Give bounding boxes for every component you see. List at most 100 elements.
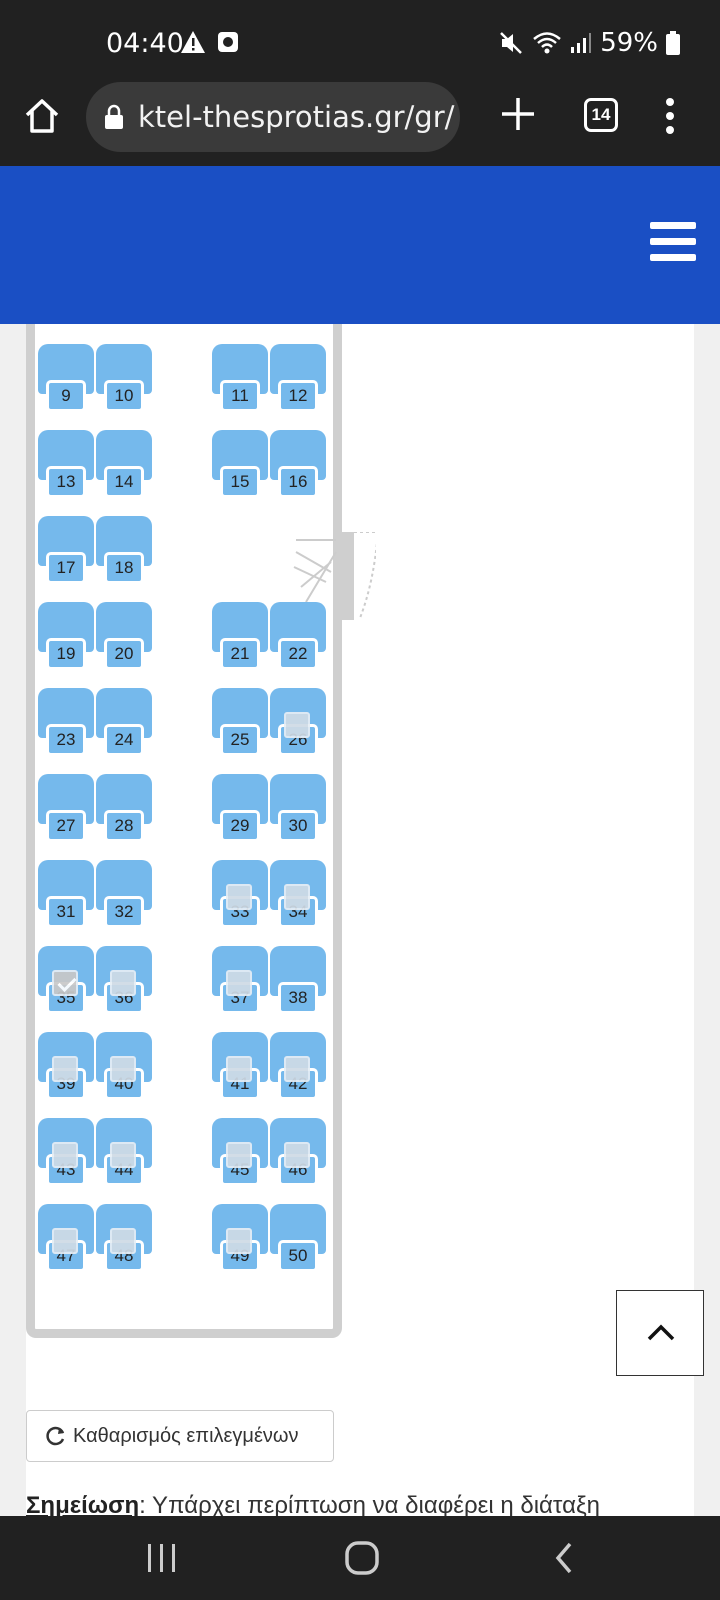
seat-25[interactable]: 25 [212, 688, 268, 760]
seat-8[interactable]: 8 [270, 324, 326, 330]
seat-29[interactable]: 29 [212, 774, 268, 846]
seat-number: 16 [278, 466, 318, 498]
seat-27[interactable]: 27 [38, 774, 94, 846]
seat-34[interactable]: 34 [270, 860, 326, 932]
seat-checkbox[interactable] [52, 1228, 78, 1254]
lock-icon [105, 104, 123, 129]
seat-number: 19 [46, 638, 86, 670]
seat-36[interactable]: 36 [96, 946, 152, 1018]
seat-14[interactable]: 14 [96, 430, 152, 502]
seat-10[interactable]: 10 [96, 344, 152, 416]
seat-47[interactable]: 47 [38, 1204, 94, 1276]
seat-number: 21 [220, 638, 260, 670]
seat-35[interactable]: 35 [38, 946, 94, 1018]
seat-number: 5 [46, 324, 86, 326]
seat-number: 6 [104, 324, 144, 326]
warning-icon [181, 31, 205, 53]
seat-19[interactable]: 19 [38, 602, 94, 674]
seat-number: 29 [220, 810, 260, 842]
seat-number: 50 [278, 1240, 318, 1272]
seat-number: 15 [220, 466, 260, 498]
seat-5[interactable]: 5 [38, 324, 94, 330]
seat-12[interactable]: 12 [270, 344, 326, 416]
seat-37[interactable]: 37 [212, 946, 268, 1018]
seat-number: 38 [278, 982, 318, 1014]
seat-checkbox[interactable] [110, 1142, 136, 1168]
seat-7[interactable]: 7 [212, 324, 268, 330]
chevron-up-icon [647, 1324, 675, 1341]
seat-39[interactable]: 39 [38, 1032, 94, 1104]
seat-48[interactable]: 48 [96, 1204, 152, 1276]
recent-apps-icon[interactable] [142, 1538, 182, 1578]
seat-16[interactable]: 16 [270, 430, 326, 502]
tab-switcher-button[interactable]: 14 [584, 98, 618, 132]
seat-checkbox[interactable] [284, 1056, 310, 1082]
seat-17[interactable]: 17 [38, 516, 94, 588]
seat-6[interactable]: 6 [96, 324, 152, 330]
seat-checkbox[interactable] [226, 1056, 252, 1082]
seat-43[interactable]: 43 [38, 1118, 94, 1190]
seat-checkbox[interactable] [284, 884, 310, 910]
seat-number: 32 [104, 896, 144, 928]
seat-checkbox[interactable] [226, 1228, 252, 1254]
seat-32[interactable]: 32 [96, 860, 152, 932]
seat-38[interactable]: 38 [270, 946, 326, 1018]
seat-11[interactable]: 11 [212, 344, 268, 416]
seat-20[interactable]: 20 [96, 602, 152, 674]
seat-checkbox[interactable] [110, 1056, 136, 1082]
seat-checkbox[interactable] [226, 884, 252, 910]
seat-checkbox[interactable] [110, 970, 136, 996]
overflow-menu-icon[interactable] [660, 96, 680, 136]
seat-45[interactable]: 45 [212, 1118, 268, 1190]
signal-icon [571, 33, 592, 53]
seat-checkbox[interactable] [110, 1228, 136, 1254]
seat-number: 30 [278, 810, 318, 842]
seat-checkbox[interactable] [52, 1142, 78, 1168]
seat-number: 17 [46, 552, 86, 584]
seat-24[interactable]: 24 [96, 688, 152, 760]
seat-checkbox[interactable] [284, 712, 310, 738]
note-label: Σημείωση [26, 1492, 140, 1516]
seat-33[interactable]: 33 [212, 860, 268, 932]
seat-number: 23 [46, 724, 86, 756]
seat-22[interactable]: 22 [270, 602, 326, 674]
seat-50[interactable]: 50 [270, 1204, 326, 1276]
seat-49[interactable]: 49 [212, 1204, 268, 1276]
note-body: : Υπάρχει περίπτωση να διαφέρει η διάταξ… [139, 1492, 601, 1516]
seat-46[interactable]: 46 [270, 1118, 326, 1190]
seat-44[interactable]: 44 [96, 1118, 152, 1190]
record-icon [218, 32, 238, 52]
home-nav-icon[interactable] [342, 1538, 382, 1578]
seat-40[interactable]: 40 [96, 1032, 152, 1104]
wifi-icon [533, 32, 562, 54]
seat-checkbox-checked[interactable] [52, 970, 78, 996]
seat-15[interactable]: 15 [212, 430, 268, 502]
new-tab-icon[interactable] [498, 94, 538, 134]
seat-28[interactable]: 28 [96, 774, 152, 846]
seat-42[interactable]: 42 [270, 1032, 326, 1104]
seat-checkbox[interactable] [226, 1142, 252, 1168]
seat-checkbox[interactable] [226, 970, 252, 996]
seat-41[interactable]: 41 [212, 1032, 268, 1104]
seat-number: 24 [104, 724, 144, 756]
clear-selection-button[interactable]: Καθαρισμός επιλεγμένων [26, 1410, 334, 1462]
address-bar[interactable]: ktel-thesprotias.gr/gr/ [86, 82, 460, 152]
seat-number: 25 [220, 724, 260, 756]
seat-checkbox[interactable] [284, 1142, 310, 1168]
seat-21[interactable]: 21 [212, 602, 268, 674]
seat-26[interactable]: 26 [270, 688, 326, 760]
hamburger-menu-icon[interactable] [650, 222, 696, 262]
seat-31[interactable]: 31 [38, 860, 94, 932]
seat-18[interactable]: 18 [96, 516, 152, 588]
scroll-to-top-button[interactable] [616, 1290, 704, 1376]
status-right: 59% [498, 28, 680, 58]
home-icon[interactable] [22, 96, 62, 136]
seat-30[interactable]: 30 [270, 774, 326, 846]
seat-9[interactable]: 9 [38, 344, 94, 416]
seat-number: 18 [104, 552, 144, 584]
seat-13[interactable]: 13 [38, 430, 94, 502]
mute-icon [500, 32, 523, 54]
seat-23[interactable]: 23 [38, 688, 94, 760]
seat-checkbox[interactable] [52, 1056, 78, 1082]
back-icon[interactable] [546, 1538, 586, 1578]
